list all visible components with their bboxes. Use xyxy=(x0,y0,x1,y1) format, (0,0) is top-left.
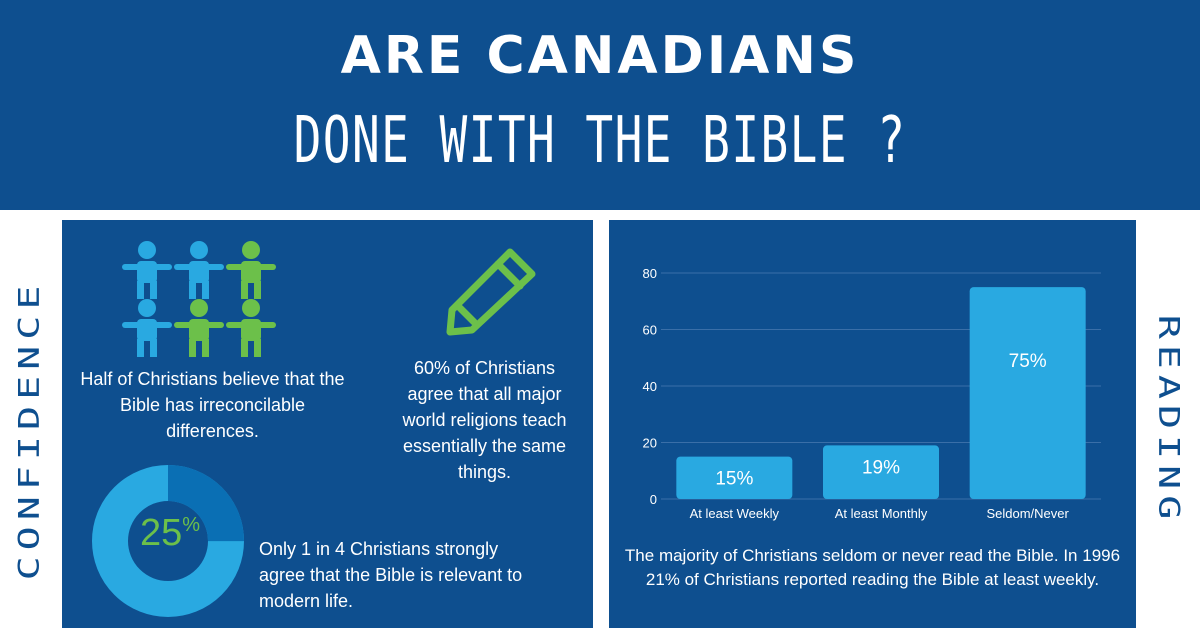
bar xyxy=(823,445,939,499)
data-label: 19% xyxy=(862,457,900,478)
y-tick-label: 0 xyxy=(650,492,657,507)
donut-unit: % xyxy=(182,514,201,536)
people-text: Half of Christians believe that the Bibl… xyxy=(80,369,345,441)
data-label: 15% xyxy=(715,469,753,490)
bar xyxy=(969,287,1086,499)
donut-slice xyxy=(92,465,244,617)
y-tick-label: 40 xyxy=(643,379,657,394)
reading-bar-chart: 0 20 40 60 80 15% At least Weekly 19% At least M… xyxy=(643,266,1101,521)
side-label-confidence: CONFIDENCE xyxy=(13,279,47,581)
x-tick-label: Seldom/Never xyxy=(986,506,1069,521)
data-label: 75% xyxy=(1009,351,1047,372)
title-line-1: ARE CANADIANS xyxy=(340,26,860,86)
donut-value: 25% xyxy=(120,512,220,555)
pencil-icon xyxy=(446,248,536,336)
pencil-text: 60% of Christians agree that all major w… xyxy=(402,358,567,482)
donut-chart xyxy=(92,465,244,617)
x-tick-label: At least Monthly xyxy=(835,506,928,521)
y-tick-label: 60 xyxy=(643,323,657,338)
donut-text: Only 1 in 4 Christians strongly agree th… xyxy=(259,539,523,611)
y-tick-label: 80 xyxy=(643,266,657,281)
title-line-2: DONE WITH THE BIBLE ? xyxy=(293,104,907,178)
chart-caption: The majority of Christians seldom or nev… xyxy=(624,546,1121,589)
donut-number: 25 xyxy=(139,512,183,554)
people-icon xyxy=(122,241,276,357)
header-banner xyxy=(0,0,918,210)
header-banner-extension xyxy=(918,0,1200,210)
side-label-reading: READING xyxy=(1151,314,1185,526)
x-tick-label: At least Weekly xyxy=(690,506,780,521)
bar xyxy=(676,456,793,499)
y-tick-label: 20 xyxy=(643,436,657,451)
